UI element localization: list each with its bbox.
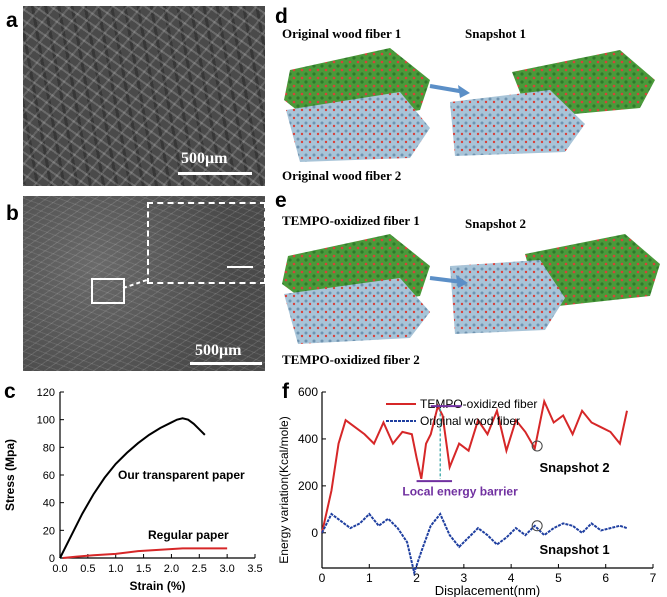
- zoom-connector: [122, 279, 148, 289]
- energy-displacement-chart: 0 1 2 3 4 5 6 7 0 200 400 600 Displacement(nm) Energy…: [277, 385, 657, 597]
- x-axis-label: Strain (%): [129, 579, 185, 593]
- x-tick-label: 3.5: [247, 563, 262, 575]
- snapshot-2-marker: [531, 440, 543, 452]
- blue-fiber-block-right: [450, 90, 585, 156]
- label-original-fiber-1: Original wood fiber 1: [282, 26, 402, 41]
- label-tempo-fiber-2: TEMPO-oxidized fiber 2: [282, 352, 420, 367]
- x-tick-label: 6: [602, 571, 609, 585]
- annotation-snapshot-1: Snapshot 1: [540, 542, 610, 557]
- scale-bar-a: [178, 172, 252, 175]
- zoom-region-box: [91, 278, 125, 304]
- x-tick-label: 3.0: [219, 563, 234, 575]
- y-tick-label: 120: [37, 387, 55, 399]
- series-line-2: [62, 547, 228, 559]
- sem-image-b: 500μm: [23, 196, 265, 371]
- blue-fiber-block-right-e: [450, 260, 565, 334]
- y-tick-label: 80: [43, 442, 55, 454]
- y-tick-label: 20: [43, 525, 55, 537]
- x-tick-label: 7: [650, 571, 657, 585]
- annotation-transparent-paper: Our transparent paper: [118, 468, 245, 482]
- x-tick-label: 2.0: [164, 563, 179, 575]
- x-tick-label: 1.0: [108, 563, 123, 575]
- scale-bar-b: [190, 362, 262, 365]
- panel-letter-c: c: [4, 380, 16, 403]
- x-tick-label: 2.5: [192, 563, 207, 575]
- y-tick-label: 60: [43, 470, 55, 482]
- blue-fiber-block-left: [286, 92, 430, 162]
- label-original-fiber-2: Original wood fiber 2: [282, 168, 402, 183]
- y-tick-label: 0: [49, 553, 55, 565]
- scale-label-a: 500μm: [181, 150, 228, 167]
- y-tick-label: 100: [37, 415, 55, 427]
- y-tick-label: 200: [298, 479, 318, 493]
- snapshot-1-marker: [531, 520, 543, 532]
- y-tick-label: 600: [298, 385, 318, 399]
- x-tick-label: 4: [508, 571, 515, 585]
- scale-label-b: 500μm: [195, 342, 242, 359]
- panel-letter-b: b: [6, 202, 19, 225]
- md-simulation-tempo: [282, 234, 660, 344]
- x-tick-label: 0.5: [80, 563, 95, 575]
- annotation-snapshot-2: Snapshot 2: [540, 460, 610, 475]
- x-tick-label: 1.5: [136, 563, 151, 575]
- y-tick-label: 0: [311, 526, 318, 540]
- y-tick-label: 400: [298, 432, 318, 446]
- annotation-regular-paper: Regular paper: [148, 528, 229, 542]
- label-snapshot-1: Snapshot 1: [465, 26, 527, 41]
- x-tick-label: 5: [555, 571, 562, 585]
- x-tick-label: 0.0: [52, 563, 67, 575]
- stress-strain-chart: 0.0 0.5 1.0 1.5 2.0 2.5 3.0 3.5 0 20 40 60 80 100 120 S…: [3, 387, 263, 593]
- y-axis-label: Stress (Mpa): [3, 439, 17, 511]
- x-axis-label: Displacement(nm): [435, 583, 540, 597]
- panel-letter-f: f: [282, 380, 289, 403]
- annotation-barrier: Local energy barrier: [402, 484, 518, 498]
- x-tick-label: 1: [366, 571, 373, 585]
- blue-fiber-block-left-e: [284, 278, 430, 344]
- label-snapshot-2: Snapshot 2: [465, 216, 527, 231]
- panel-letter-e: e: [275, 189, 287, 212]
- sem-image-a: 500μm: [23, 6, 265, 186]
- x-tick-label: 0: [319, 571, 326, 585]
- inset-scale-bar: [227, 266, 253, 268]
- x-tick-label: 3: [461, 571, 468, 585]
- x-tick-label: 2: [413, 571, 420, 585]
- series-line-1: [59, 417, 206, 559]
- md-simulation-original: [284, 48, 655, 162]
- transition-arrow-e: [429, 276, 463, 284]
- panel-letter-a: a: [6, 9, 18, 32]
- panel-letter-d: d: [275, 5, 288, 28]
- series-line-1: [321, 398, 628, 534]
- series-line-2: [321, 512, 628, 577]
- inset-box: [147, 202, 265, 284]
- y-tick-label: 40: [43, 498, 55, 510]
- legend-label-2: Original wood fiber: [420, 414, 520, 428]
- y-axis-label: Energy variation(Kcal/mole): [277, 416, 291, 563]
- legend-label-1: TEMPO-oxidized fiber: [420, 397, 537, 411]
- label-tempo-fiber-1: TEMPO-oxidized fiber 1: [282, 213, 420, 228]
